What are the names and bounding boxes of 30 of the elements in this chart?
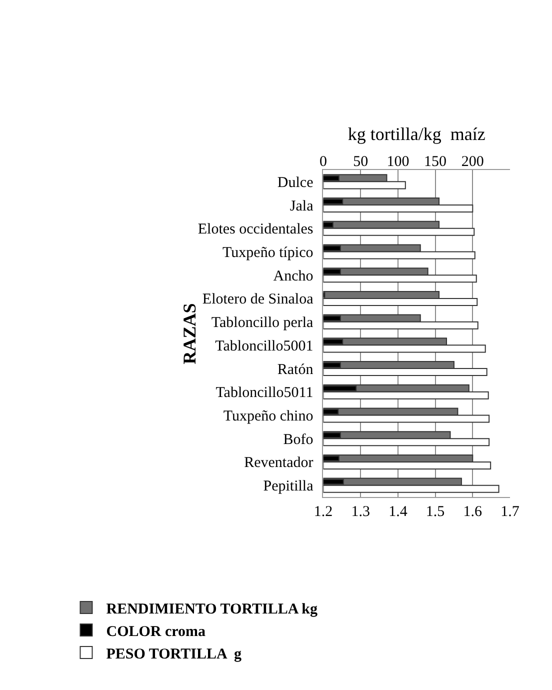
y-axis-title: RAZAS [179,303,200,364]
y-tick-label: Reventador [244,455,314,472]
y-tick-label: Ancho [273,268,314,284]
legend-label: PESO TORTILLA g [106,646,242,662]
y-tick-label: Tabloncillo5011 [216,385,314,402]
y-tick-label: Tuxpeño chino [223,408,314,424]
x-tick-label: 1.5 [426,504,445,520]
x-tick-label: 1.3 [351,504,370,520]
x2-tick-label: 150 [424,154,447,170]
y-tick-label: Tuxpeño típico [222,245,314,261]
x-tick-label: 1.6 [463,504,483,520]
x2-axis-title: kg tortilla/kg maíz [348,124,486,144]
y-tick-label: Tabloncillo5001 [215,338,314,354]
y-tick-label: Dulce [277,174,314,191]
x2-tick-label: 200 [461,154,484,170]
y-tick-label: Ratón [277,362,314,378]
y-tick-label: Jala [290,198,314,214]
x-tick-label: 1.2 [314,504,333,520]
x2-tick-label: 100 [386,154,410,170]
y-tick-label: Elotero de Sinaloa [202,292,314,308]
x2-tick-label: 0 [319,154,327,170]
y-tick-label: Elotes occidentales [198,222,314,238]
legend-label: COLOR croma [106,624,206,640]
y-tick-label: Pepitilla [263,478,314,495]
y-tick-label: Bofo [283,432,314,448]
legend-label: RENDIMIENTO TORTILLA kg [106,601,318,618]
x-tick-label: 1.7 [500,504,520,520]
y-tick-label: Tabloncillo perla [211,315,314,332]
x-tick-label: 1.4 [388,504,408,520]
x2-tick-label: 50 [353,154,368,170]
